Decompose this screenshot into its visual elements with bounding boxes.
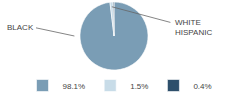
svg-text:0.4%: 0.4% [193, 82, 211, 91]
svg-text:WHITEHISPANIC: WHITEHISPANIC [175, 18, 212, 37]
svg-text:98.1%: 98.1% [63, 82, 86, 91]
svg-text:1.5%: 1.5% [130, 82, 148, 91]
svg-text:BLACK: BLACK [7, 23, 34, 32]
